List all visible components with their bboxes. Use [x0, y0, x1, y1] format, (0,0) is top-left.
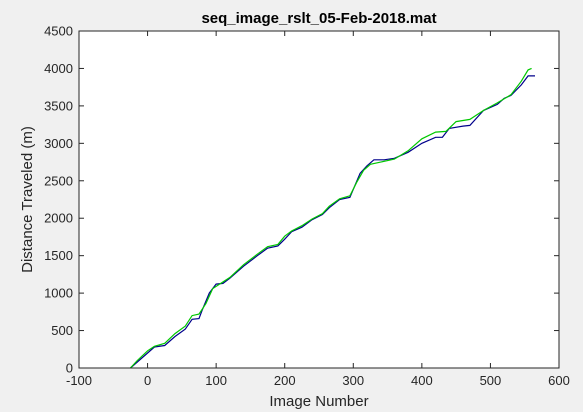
- x-tick-label: 200: [274, 373, 296, 388]
- x-tick-label: 0: [144, 373, 151, 388]
- chart-title: seq_image_rslt_05-Feb-2018.mat: [201, 10, 436, 27]
- axes-background: [79, 31, 559, 368]
- x-tick-label: 500: [480, 373, 502, 388]
- series-layer: [129, 67, 535, 369]
- y-tick-label: 2000: [44, 211, 73, 226]
- y-tick-label: 0: [66, 361, 73, 376]
- y-tick-label: 3500: [44, 98, 73, 113]
- x-tick-label: 400: [411, 373, 433, 388]
- y-tick-label: 500: [51, 323, 73, 338]
- y-tick-label: 4000: [44, 61, 73, 76]
- y-tick-label: 1000: [44, 286, 73, 301]
- y-tick-label: 3000: [44, 136, 73, 151]
- y-tick-label: 1500: [44, 248, 73, 263]
- y-axis-label: Distance Traveled (m): [19, 126, 36, 273]
- axes-box: [78, 30, 560, 369]
- x-tick-label: 300: [342, 373, 364, 388]
- y-tick-label: 4500: [44, 24, 73, 39]
- x-axis-label: Image Number: [269, 393, 368, 410]
- ticks-layer: -100 0 100 200 300 400 500 60005001000150020002…: [44, 24, 570, 389]
- x-tick-label: -100: [66, 373, 92, 388]
- x-tick-label: 100: [205, 373, 227, 388]
- series-line-1: [130, 75, 535, 369]
- series-line-2: [129, 67, 532, 369]
- y-tick-label: 2500: [44, 173, 73, 188]
- x-tick-label: 600: [548, 373, 570, 388]
